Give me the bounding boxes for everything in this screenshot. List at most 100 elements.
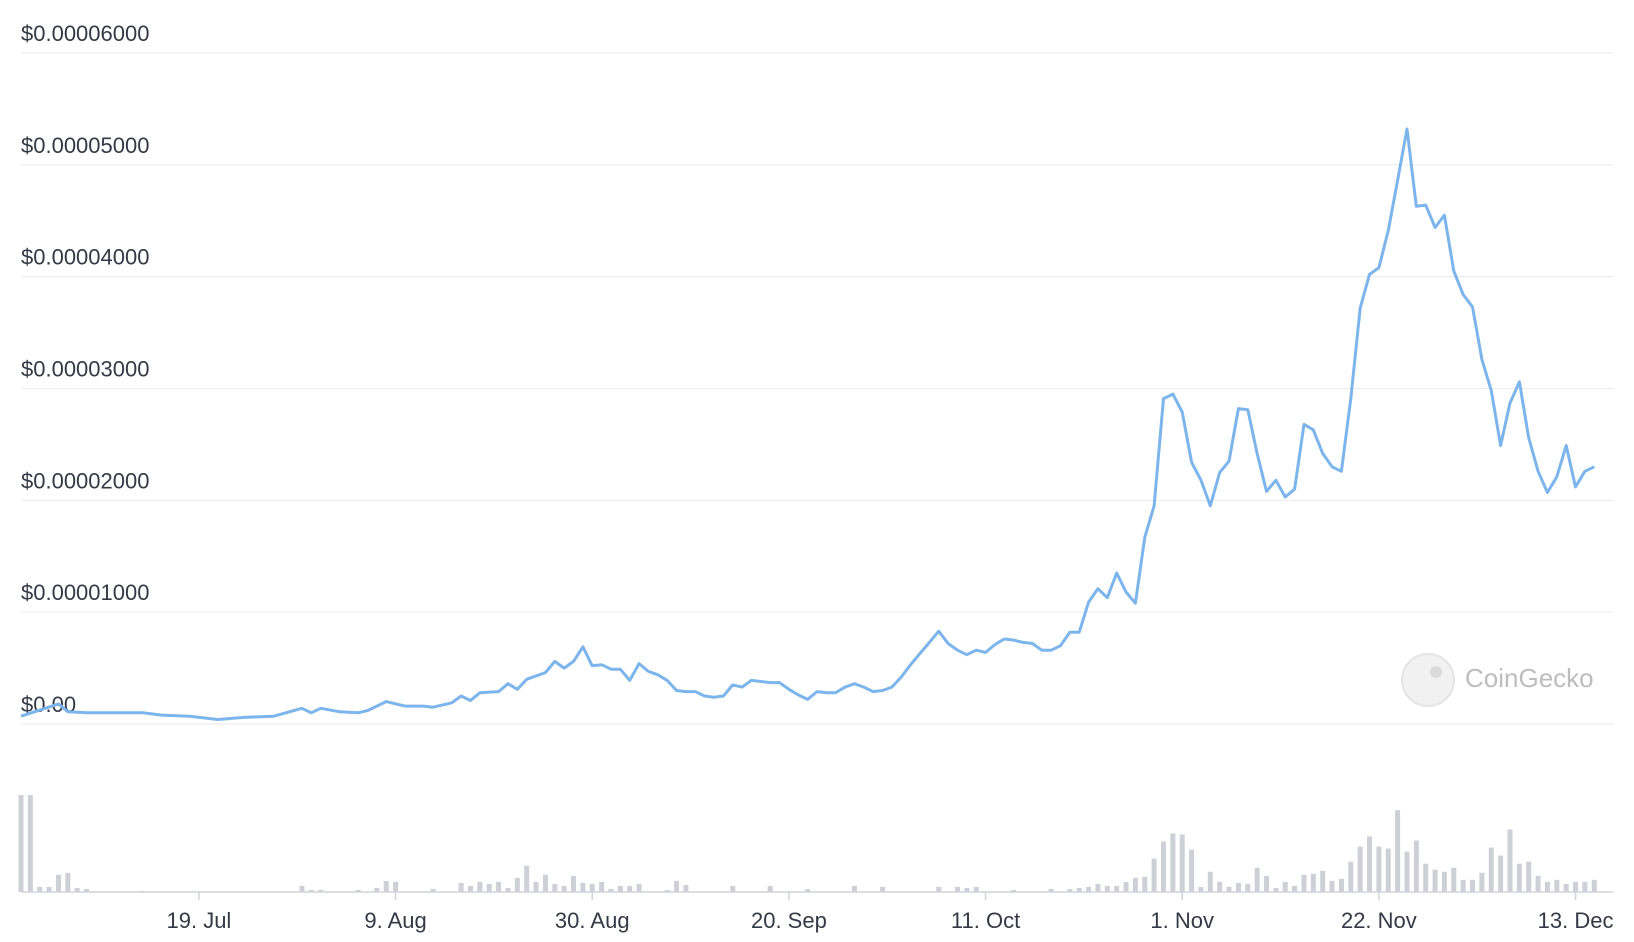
volume-bar (1432, 869, 1438, 892)
volume-bar (1544, 881, 1550, 892)
volume-bar (1526, 861, 1532, 892)
volume-bar (589, 883, 595, 892)
watermark-text: CoinGecko (1465, 663, 1594, 693)
volume-bar (383, 880, 389, 892)
volume-bar (430, 888, 436, 892)
volume-bar (1338, 878, 1344, 892)
volume-bar (1123, 881, 1129, 892)
volume-bar (1488, 847, 1494, 892)
volume-bar (1470, 879, 1476, 892)
volume-bar (74, 887, 80, 892)
volume-bar (1310, 873, 1316, 892)
volume-bar (580, 882, 586, 892)
x-tick-label: 11. Oct (951, 908, 1020, 933)
y-tick-label: $0.00001000 (21, 580, 149, 605)
volume-bar (627, 885, 633, 892)
volume-bar (1011, 889, 1017, 892)
volume-bar (496, 881, 502, 892)
volume-bar (27, 795, 33, 892)
volume-bar (767, 885, 773, 892)
volume-bar (1423, 863, 1429, 892)
volume-bar (1563, 883, 1569, 892)
volume-bar (1170, 833, 1176, 892)
volume-bar (1264, 875, 1270, 892)
volume-bar (1048, 888, 1054, 892)
x-tick-label: 1. Nov (1150, 908, 1214, 933)
volume-bar (55, 874, 61, 892)
watermark-logo-eye (1430, 666, 1442, 678)
volume-bar (964, 887, 970, 892)
x-tick-label: 20. Sep (751, 908, 827, 933)
volume-bar (664, 889, 670, 892)
volume-bar (486, 883, 492, 892)
volume-bar (37, 886, 43, 892)
volume-bar (683, 884, 689, 892)
volume-bar (1142, 876, 1148, 892)
volume-bar (1535, 875, 1541, 892)
volume-bar (608, 888, 614, 892)
volume-bar (1198, 886, 1204, 892)
volume-bar (1591, 879, 1597, 892)
volume-bar (730, 885, 736, 892)
volume-bar (954, 886, 960, 892)
volume-bar (468, 885, 474, 892)
volume-bar (1329, 880, 1335, 892)
volume-bar (514, 877, 520, 892)
volume-bar (1114, 885, 1120, 892)
volume-bar (1451, 867, 1457, 892)
volume-bar (458, 882, 464, 892)
volume-bar (1245, 883, 1251, 892)
volume-bar (936, 886, 942, 892)
volume-bar (552, 883, 558, 892)
volume-bar (1498, 855, 1504, 892)
volume-bar (393, 881, 399, 892)
volume-bar (561, 885, 567, 892)
volume-bar (1273, 887, 1279, 892)
volume-bar (1404, 851, 1410, 892)
volume-bar (1179, 834, 1185, 892)
y-tick-label: $0.00006000 (21, 21, 149, 46)
volume-bar (299, 885, 305, 892)
volume-bar (1460, 879, 1466, 892)
x-tick-label: 13. Dec (1538, 908, 1614, 933)
volume-bar (1357, 846, 1363, 892)
x-tick-label: 22. Nov (1341, 908, 1417, 933)
volume-bar (1292, 885, 1298, 892)
volume-bar (65, 872, 71, 892)
volume-bar (1235, 882, 1241, 892)
volume-bar (1067, 888, 1073, 892)
volume-bar (617, 885, 623, 892)
plot: $0.00$0.00001000$0.00002000$0.00003000$0… (18, 21, 1614, 933)
volume-bar (1413, 840, 1419, 892)
volume-bar (599, 881, 605, 892)
volume-bar (880, 886, 886, 892)
volume-bar (1367, 836, 1373, 892)
volume-bar (1301, 874, 1307, 892)
volume-bar (374, 887, 380, 892)
volume-bar (1132, 877, 1138, 892)
x-tick-label: 30. Aug (555, 908, 630, 933)
volume-bar (1076, 887, 1082, 892)
y-tick-label: $0.00003000 (21, 357, 149, 382)
volume-bar (1554, 879, 1560, 892)
volume-bar (1151, 858, 1157, 892)
volume-bar (805, 888, 811, 892)
volume-bar (1395, 810, 1401, 892)
x-tick-label: 9. Aug (364, 908, 426, 933)
volume-bar (571, 875, 577, 892)
volume-bar (1385, 848, 1391, 892)
volume-bar (1573, 881, 1579, 892)
volume-bar (308, 889, 314, 892)
y-tick-label: $0.00002000 (21, 468, 149, 493)
volume-bar (1095, 883, 1101, 892)
volume-bar (524, 865, 530, 892)
price-line (20, 127, 1595, 721)
volume-bar (1507, 829, 1513, 892)
volume-bar (1320, 870, 1326, 892)
volume-bar (851, 885, 857, 892)
volume-bar (636, 883, 642, 892)
volume-bar (46, 886, 52, 892)
volume-bar (18, 795, 24, 892)
volume-bar (1582, 881, 1588, 892)
